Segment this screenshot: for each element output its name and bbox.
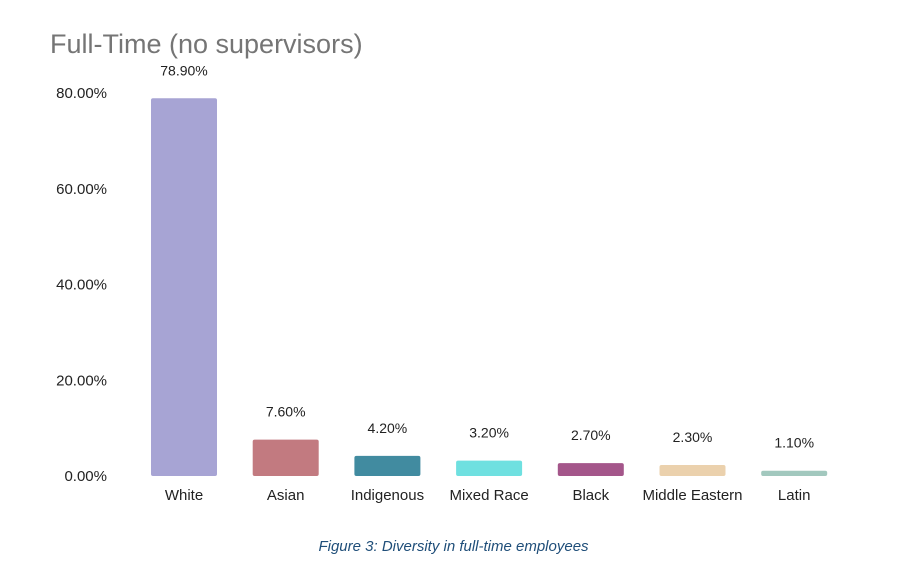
bar-chart: Full-Time (no supervisors) 0.00% 20.00% 40…	[50, 29, 828, 504]
data-label: 7.60%	[266, 404, 306, 420]
figure-caption: Figure 3: Diversity in full-time employe…	[318, 538, 589, 555]
data-labels-group: 78.90% 7.60% 4.20% 3.20% 2.70% 2.30% 1.10%	[160, 62, 814, 450]
category-label: White	[165, 487, 203, 504]
bar-black	[557, 463, 624, 476]
y-tick-label: 0.00%	[64, 468, 107, 485]
y-tick-label: 80.00%	[56, 85, 107, 102]
data-label: 78.90%	[160, 62, 207, 78]
y-tick-label: 20.00%	[56, 372, 107, 389]
data-label: 3.20%	[469, 425, 509, 441]
bar-indigenous	[354, 455, 421, 476]
data-label: 4.20%	[368, 420, 408, 436]
data-label: 2.70%	[571, 427, 611, 443]
category-label: Black	[572, 487, 609, 504]
category-label: Asian	[267, 487, 305, 504]
bar-middle-eastern	[659, 464, 726, 476]
chart-title: Full-Time (no supervisors)	[50, 29, 363, 59]
category-label: Latin	[778, 487, 811, 504]
data-label: 1.10%	[774, 435, 814, 451]
bar-mixed-race	[456, 460, 523, 476]
category-label: Middle Eastern	[642, 487, 742, 504]
bars-group	[151, 98, 828, 477]
y-tick-label: 60.00%	[56, 181, 107, 198]
bar-latin	[761, 470, 828, 476]
category-labels-group: White Asian Indigenous Mixed Race Black Middl…	[165, 487, 811, 504]
bar-white	[151, 98, 217, 477]
category-label: Mixed Race	[449, 487, 528, 504]
data-label: 2.30%	[673, 429, 713, 445]
category-label: Indigenous	[351, 487, 424, 504]
bar-asian	[252, 439, 319, 476]
y-axis-ticks: 0.00% 20.00% 40.00% 60.00% 80.00%	[56, 85, 107, 485]
y-tick-label: 40.00%	[56, 277, 107, 294]
